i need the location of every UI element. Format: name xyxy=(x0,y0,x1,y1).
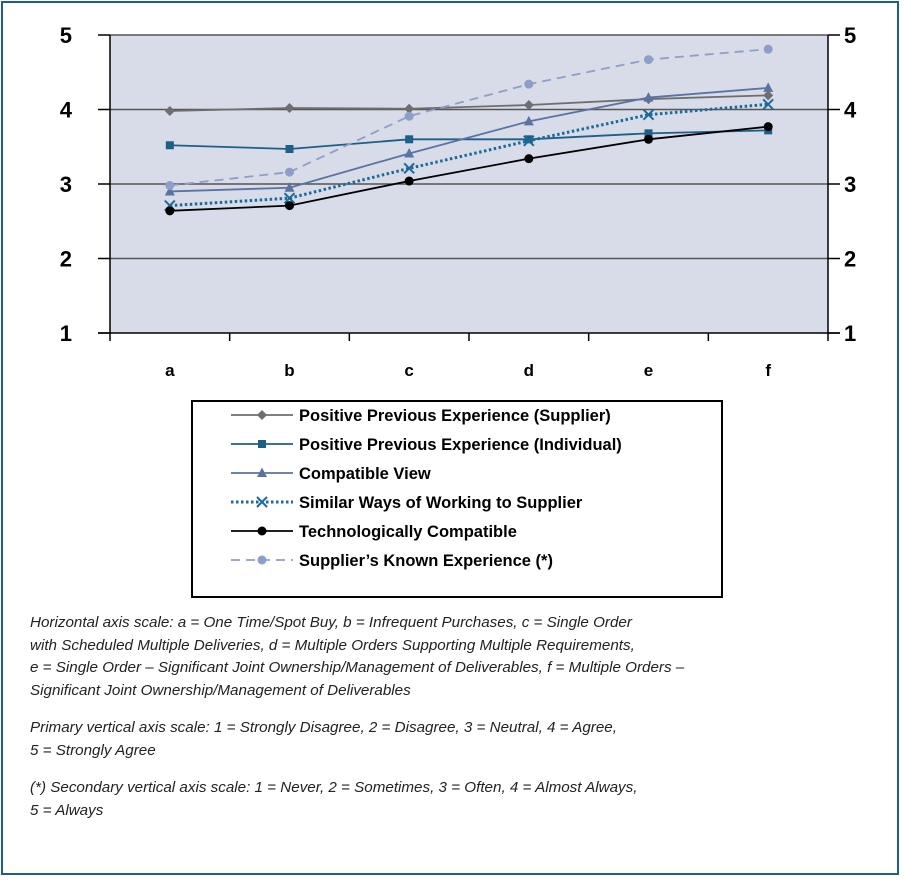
legend-item: Technologically Compatible xyxy=(231,523,517,541)
note-line: (*) Secondary vertical axis scale: 1 = N… xyxy=(30,779,638,796)
data-point xyxy=(164,185,175,196)
data-point xyxy=(643,92,654,102)
data-point xyxy=(405,135,414,144)
legend-item: Similar Ways of Working to Supplier xyxy=(231,494,583,512)
data-point xyxy=(524,79,534,89)
y-tick-label: 3 xyxy=(60,172,72,197)
data-point xyxy=(165,206,175,216)
y-tick-label: 2 xyxy=(60,247,72,272)
series-line xyxy=(169,48,769,187)
data-point xyxy=(404,103,415,114)
data-point xyxy=(763,122,773,132)
data-point xyxy=(164,105,175,116)
note-line: 5 = Always xyxy=(30,801,104,819)
legend-box xyxy=(191,400,723,598)
data-point xyxy=(256,496,268,508)
data-point xyxy=(763,82,774,92)
secondary-y-tick-label: 2 xyxy=(844,247,856,272)
series-line xyxy=(169,94,769,112)
data-point xyxy=(404,147,415,158)
line-chart: 1 1 2 2 3 3 4 4 5 5 a b c d e f Positive Previous Exper… xyxy=(60,23,857,598)
data-point xyxy=(644,55,653,65)
legend-item: Supplier’s Known Experience (*) xyxy=(231,552,553,570)
legend-label: Similar Ways of Working to Supplier xyxy=(299,494,583,512)
x-tick-label: c xyxy=(404,361,413,380)
data-point xyxy=(285,201,294,211)
series-line xyxy=(169,86,769,193)
legend-item: Positive Previous Experience (Supplier) xyxy=(231,407,611,425)
data-point-stroke xyxy=(256,496,268,508)
x-tick-label: b xyxy=(284,361,294,380)
data-point xyxy=(285,144,294,153)
legend: Positive Previous Experience (Supplier) P… xyxy=(191,400,723,598)
chart-notes: Horizontal axis scale: a = One Time/Spot… xyxy=(30,612,890,837)
legend-label: Supplier’s Known Experience (*) xyxy=(299,552,553,570)
x-tick-label: a xyxy=(165,361,175,380)
note-line: Significant Joint Ownership/Management o… xyxy=(30,681,411,699)
legend-item: Positive Previous Experience (Individual… xyxy=(231,436,622,454)
series xyxy=(165,122,773,216)
data-point xyxy=(284,182,295,192)
note-line: Primary vertical axis scale: 1 = Strongl… xyxy=(30,719,617,736)
legend-label: Technologically Compatible xyxy=(299,523,517,541)
data-point-stroke xyxy=(523,135,535,147)
data-point xyxy=(762,98,774,110)
data-point-stroke xyxy=(283,192,296,204)
y-tick-label: 1 xyxy=(60,321,72,346)
data-point xyxy=(523,115,534,126)
x-tick-label: d xyxy=(524,361,534,380)
data-point-stroke xyxy=(762,98,774,110)
note-primary-axis: Primary vertical axis scale: 1 = Strongl… xyxy=(30,717,890,762)
series-line xyxy=(169,129,769,150)
data-point xyxy=(283,192,296,204)
secondary-y-tick-label: 3 xyxy=(844,172,856,197)
data-point xyxy=(258,440,266,448)
data-point xyxy=(523,135,535,147)
note-secondary-axis: (*) Secondary vertical axis scale: 1 = N… xyxy=(30,777,890,822)
x-tick-label: e xyxy=(644,361,653,380)
x-tick-label: f xyxy=(765,361,771,380)
data-point xyxy=(404,176,414,186)
data-point xyxy=(404,111,414,121)
legend-label: Positive Previous Experience (Individual… xyxy=(299,436,622,454)
series xyxy=(164,90,774,116)
y-tick-label: 4 xyxy=(60,98,73,123)
legend-label: Compatible View xyxy=(299,465,431,483)
legend-label: Positive Previous Experience (Supplier) xyxy=(299,407,611,425)
data-point xyxy=(285,167,294,177)
data-point xyxy=(644,134,653,144)
note-line: Horizontal axis scale: a = One Time/Spot… xyxy=(30,614,632,631)
y-tick-label: 5 xyxy=(60,23,72,48)
series-lines xyxy=(164,44,774,216)
data-point-stroke xyxy=(642,109,655,121)
note-line: 5 = Strongly Agree xyxy=(30,741,156,759)
data-point xyxy=(257,410,267,420)
axes: 1 1 2 2 3 3 4 4 5 5 a b c d e f xyxy=(60,23,857,380)
secondary-y-tick-label: 4 xyxy=(844,98,857,123)
data-point xyxy=(763,90,774,101)
note-line: with Scheduled Multiple Deliveries, d = … xyxy=(30,636,635,654)
data-point xyxy=(165,180,175,190)
secondary-y-tick-label: 1 xyxy=(844,321,856,346)
data-point xyxy=(523,100,534,111)
data-point xyxy=(284,103,295,114)
legend-item: Compatible View xyxy=(231,465,431,483)
data-point xyxy=(763,44,773,54)
secondary-y-tick-label: 5 xyxy=(844,23,856,48)
data-point xyxy=(257,467,267,477)
data-point xyxy=(165,141,174,150)
data-point xyxy=(644,129,653,138)
series xyxy=(164,82,774,196)
data-point xyxy=(257,526,267,536)
series-line xyxy=(169,125,769,212)
data-point-stroke xyxy=(403,162,415,175)
series xyxy=(165,44,773,190)
note-horizontal-axis: Horizontal axis scale: a = One Time/Spot… xyxy=(30,612,890,702)
note-line: e = Single Order – Significant Joint Own… xyxy=(30,659,685,676)
data-point xyxy=(524,154,534,164)
data-point xyxy=(257,555,267,565)
data-point xyxy=(642,109,655,121)
data-point xyxy=(403,162,415,175)
